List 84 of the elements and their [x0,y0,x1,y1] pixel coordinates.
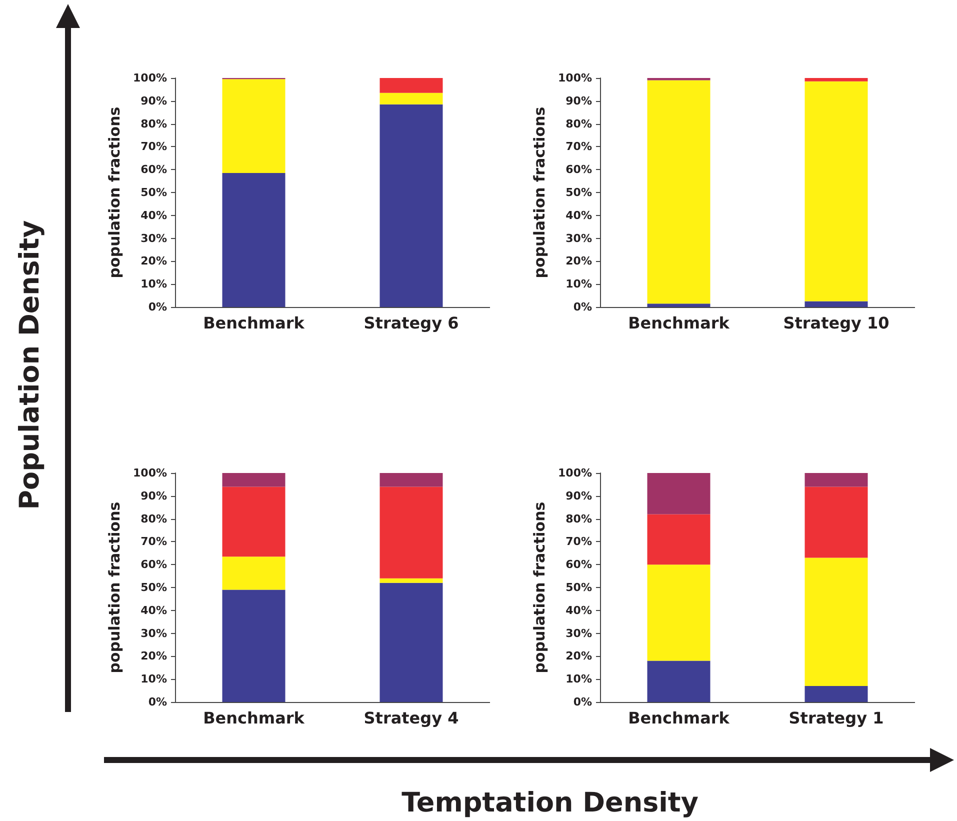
y-tick-label: 70% [140,140,167,154]
bar [222,590,286,702]
y-axis-title: population fractions [106,502,124,674]
y-tick-label: 40% [566,208,592,222]
y-tick-label: 30% [566,232,592,245]
bar [380,473,443,487]
y-tick-label: 60% [566,163,592,176]
y-tick-label: 100% [558,466,592,480]
y-tick-label: 70% [566,535,592,548]
bar [804,558,868,686]
bar [804,301,868,307]
y-tick-label: 70% [140,535,167,548]
x-tick-label: Benchmark [628,708,730,728]
y-axis-title: population fractions [530,106,549,278]
bar [380,486,443,578]
y-tick-label: 60% [566,558,592,572]
y-tick-label: 50% [140,581,167,594]
y-tick-label: 10% [140,672,167,686]
bar [804,81,868,302]
bar [804,78,868,82]
y-tick-label: 80% [140,117,167,130]
y-tick-label: 90% [566,94,592,108]
bar [804,686,868,702]
y-tick-label: 20% [140,254,167,268]
x-tick-label: Strategy 6 [364,314,459,332]
y-tick-label: 40% [140,604,167,617]
bar [222,473,286,487]
y-tick-label: 100% [558,72,592,84]
bar [804,473,868,487]
y-tick-label: 60% [140,163,167,176]
y-tick-label: 0% [573,300,592,314]
y-tick-label: 50% [566,186,592,199]
x-tick-label: Strategy 4 [364,708,459,728]
y-tick-label: 10% [140,278,167,291]
y-tick-label: 0% [148,696,167,708]
y-tick-label: 50% [140,186,167,199]
x-tick-label: Strategy 10 [783,314,890,332]
y-tick-label: 20% [566,254,592,268]
y-tick-label: 80% [566,512,592,526]
bar [380,104,443,307]
y-tick-label: 0% [148,300,167,314]
y-tick-label: 20% [566,650,592,663]
y-tick-label: 90% [566,489,592,502]
y-tick-label: 100% [133,466,167,480]
x-tick-label: Strategy 1 [788,708,884,728]
bar [647,660,710,702]
y-tick-label: 80% [566,117,592,130]
y-tick-label: 80% [140,512,167,526]
y-tick-label: 90% [140,94,167,108]
y-tick-label: 30% [140,626,167,640]
y-tick-label: 40% [566,604,592,617]
bar [647,514,710,565]
y-tick-label: 100% [133,72,167,84]
y-tick-label: 30% [140,232,167,245]
bar [222,556,286,590]
bar [804,486,868,558]
y-tick-label: 40% [140,208,167,222]
y-tick-label: 20% [140,650,167,663]
bar [380,92,443,104]
bar [647,564,710,661]
y-tick-label: 30% [566,626,592,640]
x-tick-label: Benchmark [628,314,730,332]
bar [380,78,443,93]
bar [380,582,443,702]
y-tick-label: 90% [140,489,167,502]
bar [647,304,710,307]
y-tick-label: 50% [566,581,592,594]
x-tick-label: Benchmark [203,708,305,728]
y-tick-label: 70% [566,140,592,154]
y-axis-title: population fractions [106,106,124,278]
bar [222,486,286,557]
bar [647,473,710,514]
y-tick-label: 60% [140,558,167,572]
bar [222,173,286,307]
y-tick-label: 0% [573,696,592,708]
bar [647,80,710,304]
bar [380,578,443,583]
text: Population Density [14,220,46,510]
x-tick-label: Benchmark [203,314,305,332]
text: Temptation Density [402,788,698,818]
y-axis-title: population fractions [530,502,549,674]
y-tick-label: 10% [566,278,592,291]
y-tick-label: 10% [566,672,592,686]
bar [222,79,286,174]
